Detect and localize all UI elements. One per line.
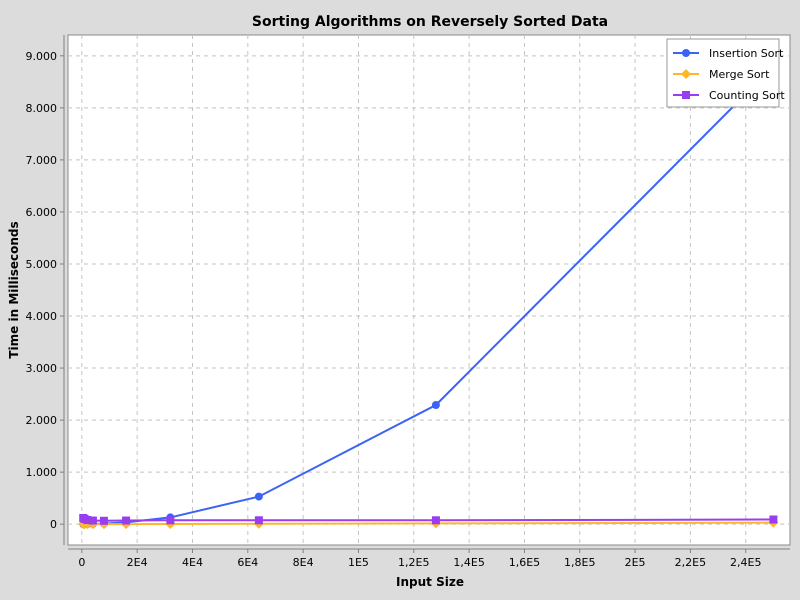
series-counting-sort bbox=[79, 513, 778, 525]
data-point-counting-sort bbox=[122, 516, 131, 525]
x-tick-label: 2,2E5 bbox=[675, 556, 706, 569]
y-tick-label: 3.000 bbox=[26, 362, 58, 375]
legend-item-insertion-sort: Insertion Sort bbox=[673, 47, 784, 60]
data-point-insertion-sort bbox=[254, 492, 263, 501]
x-tick-label: 6E4 bbox=[237, 556, 258, 569]
legend-marker bbox=[682, 49, 690, 57]
data-point-counting-sort bbox=[99, 516, 108, 525]
legend-label: Counting Sort bbox=[709, 89, 785, 102]
data-point-counting-sort bbox=[88, 516, 97, 525]
y-tick-label: 1.000 bbox=[26, 466, 58, 479]
x-tick-label: 1E5 bbox=[348, 556, 369, 569]
y-tick-label: 8.000 bbox=[26, 102, 58, 115]
legend-marker bbox=[682, 91, 690, 99]
legend-label: Insertion Sort bbox=[709, 47, 784, 60]
legend: Insertion Sort Merge Sort Counting Sort bbox=[666, 38, 785, 108]
x-tick-label: 1,6E5 bbox=[509, 556, 540, 569]
legend-marker bbox=[681, 69, 691, 79]
x-tick-label: 8E4 bbox=[293, 556, 314, 569]
y-tick-label: 2.000 bbox=[26, 414, 58, 427]
x-tick-label: 0 bbox=[78, 556, 85, 569]
data-point-insertion-sort bbox=[431, 401, 440, 410]
x-axis-label: Input Size bbox=[396, 575, 464, 589]
data-point-counting-sort bbox=[769, 515, 778, 524]
data-point-counting-sort bbox=[83, 516, 92, 525]
x-tick-label: 1,2E5 bbox=[398, 556, 429, 569]
x-tick-label: 2,4E5 bbox=[730, 556, 761, 569]
x-tick-label: 2E4 bbox=[127, 556, 148, 569]
data-point-counting-sort bbox=[166, 516, 175, 525]
y-tick-label: 5.000 bbox=[26, 258, 58, 271]
chart-title: Sorting Algorithms on Reversely Sorted D… bbox=[252, 14, 608, 30]
plot-area bbox=[67, 34, 791, 546]
y-axis-label: Time in Milliseconds bbox=[7, 221, 21, 358]
x-tick-label: 1,4E5 bbox=[453, 556, 484, 569]
legend-item-merge-sort: Merge Sort bbox=[673, 68, 770, 81]
series-layer bbox=[78, 62, 779, 530]
axes: 0 2E4 4E4 6E4 8E4 1E5 1,2E5 1,4E5 1,6E5 1,8E5 2E5 2… bbox=[26, 35, 790, 569]
legend-item-counting-sort: Counting Sort bbox=[673, 89, 785, 102]
data-point-counting-sort bbox=[431, 516, 440, 525]
grid bbox=[68, 35, 790, 545]
y-tick-label: 4.000 bbox=[26, 310, 58, 323]
y-tick-label: 6.000 bbox=[26, 206, 58, 219]
y-tick-label: 9.000 bbox=[26, 50, 58, 63]
x-tick-label: 2E5 bbox=[625, 556, 646, 569]
x-tick-label: 1,8E5 bbox=[564, 556, 595, 569]
y-tick-label: 7.000 bbox=[26, 154, 58, 167]
x-tick-label: 4E4 bbox=[182, 556, 203, 569]
data-point-counting-sort bbox=[254, 516, 263, 525]
y-tick-label: 0 bbox=[50, 518, 57, 531]
legend-label: Merge Sort bbox=[709, 68, 770, 81]
